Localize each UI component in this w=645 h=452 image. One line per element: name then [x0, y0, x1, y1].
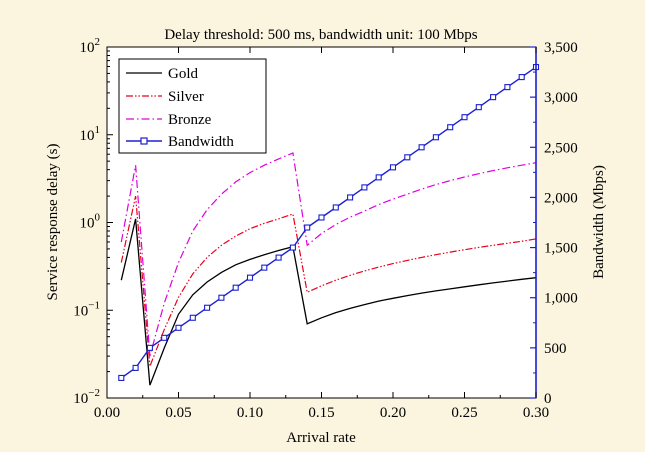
- series-line-silver: [120, 195, 537, 367]
- y-right-tick-label: 1,500: [544, 241, 578, 257]
- y-right-tick-label: 2,500: [544, 140, 578, 156]
- left-axis-ticks: 10−2 10−1 100 101 102: [73, 36, 113, 407]
- legend-label-bandwidth: Bandwidth: [168, 134, 234, 150]
- bandwidth-point: [432, 134, 439, 141]
- y-right-tick-label: 500: [544, 341, 567, 357]
- bandwidth-point: [189, 314, 196, 321]
- bandwidth-point: [504, 84, 511, 91]
- y-right-tick-label: 2,000: [544, 190, 578, 206]
- x-tick-label: 0.10: [237, 405, 263, 421]
- bandwidth-point: [132, 364, 139, 371]
- x-tick-label: 0.00: [94, 405, 120, 421]
- bandwidth-point: [332, 204, 339, 211]
- bandwidth-point: [175, 324, 182, 331]
- y-left-tick-label: 10−1: [73, 299, 100, 319]
- bandwidth-point: [232, 284, 239, 291]
- right-axis-label: Bandwidth (Mbps): [591, 165, 607, 279]
- bandwidth-point: [418, 144, 425, 151]
- bandwidth-point: [518, 74, 525, 81]
- legend-label-gold: Gold: [168, 66, 199, 82]
- y-right-tick-label: 3,500: [544, 40, 578, 56]
- bandwidth-point: [146, 344, 153, 351]
- y-right-tick-label: 3,000: [544, 90, 578, 106]
- bandwidth-point: [289, 244, 296, 251]
- x-tick-label: 0.20: [380, 405, 406, 421]
- legend: Gold Silver Bronze Bandwidth: [118, 58, 267, 154]
- legend-label-bronze: Bronze: [168, 112, 212, 128]
- y-left-tick-label: 10−2: [73, 387, 100, 407]
- series-layer: [118, 64, 540, 386]
- series-line-bronze: [120, 152, 537, 357]
- bandwidth-point: [490, 94, 497, 101]
- legend-box: [118, 58, 267, 154]
- right-axis-ticks: 0 500 1,000 1,500 2,000 2,500 3,000 3,500: [530, 40, 578, 407]
- legend-label-silver: Silver: [168, 89, 204, 105]
- bandwidth-point: [275, 254, 282, 261]
- bandwidth-point: [161, 334, 168, 341]
- bandwidth-point: [375, 174, 382, 181]
- chart-title: Delay threshold: 500 ms, bandwidth unit:…: [164, 27, 477, 43]
- bandwidth-point: [347, 194, 354, 201]
- y-right-tick-label: 0: [544, 391, 552, 407]
- x-axis-label: Arrival rate: [286, 430, 356, 446]
- y-left-tick-label: 102: [80, 36, 101, 56]
- x-tick-label: 0.05: [165, 405, 191, 421]
- bandwidth-point: [361, 184, 368, 191]
- bandwidth-point: [389, 164, 397, 171]
- bandwidth-point: [304, 224, 311, 231]
- bandwidth-point: [447, 124, 454, 131]
- series-line-gold: [120, 218, 537, 386]
- x-tick-label: 0.25: [451, 405, 477, 421]
- bandwidth-point: [261, 264, 268, 271]
- legend-marker-bandwidth: [140, 137, 148, 145]
- y-left-tick-label: 101: [80, 124, 101, 144]
- x-axis-ticks: 0.00 0.05 0.10 0.15 0.20 0.25 0.30: [94, 47, 549, 421]
- left-axis-label: Service response delay (s): [45, 143, 61, 300]
- bandwidth-point: [475, 104, 482, 111]
- bandwidth-point: [318, 214, 325, 221]
- bandwidth-point: [204, 304, 211, 311]
- bandwidth-point: [246, 274, 254, 281]
- bandwidth-point: [218, 294, 225, 301]
- bandwidth-point: [461, 114, 468, 121]
- y-left-tick-label: 100: [80, 212, 101, 232]
- bandwidth-point: [118, 374, 125, 381]
- y-right-tick-label: 1,000: [544, 291, 578, 307]
- bandwidth-point: [404, 154, 411, 161]
- x-tick-label: 0.30: [523, 405, 549, 421]
- x-tick-label: 0.15: [308, 405, 334, 421]
